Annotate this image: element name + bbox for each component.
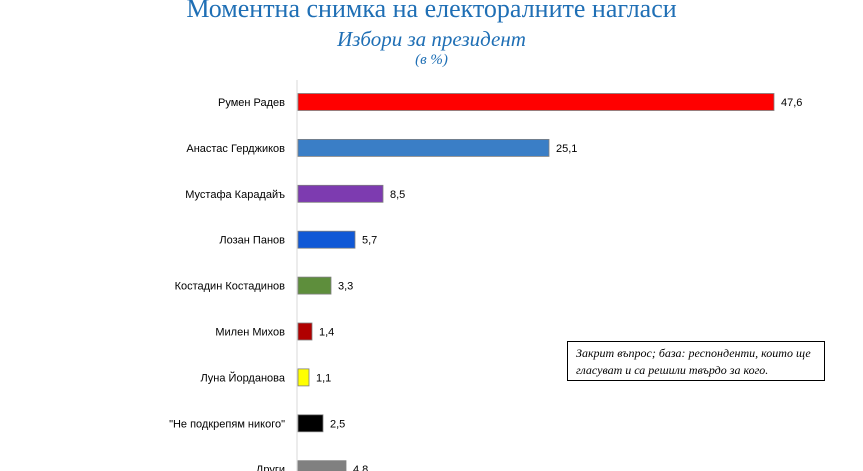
data-label: 3,3 xyxy=(338,281,353,293)
bar xyxy=(297,93,775,111)
category-label: Костадин Костадинов xyxy=(175,281,286,293)
category-label: "Не подкрепям никого" xyxy=(169,418,285,430)
data-label: 2,5 xyxy=(330,418,345,430)
data-label: 1,4 xyxy=(319,327,334,339)
bar xyxy=(297,138,550,157)
category-label: Румен Радев xyxy=(218,97,285,109)
bar xyxy=(297,184,384,203)
chart-title: Моментна снимка на електоралните нагласи xyxy=(186,0,677,23)
bar xyxy=(297,460,347,471)
category-label: Лозан Панов xyxy=(219,235,285,247)
bar xyxy=(297,368,310,387)
category-label: Други xyxy=(256,464,285,471)
data-label: 47,6 xyxy=(781,97,802,109)
data-label: 4,8 xyxy=(353,464,368,471)
category-label: Милен Михов xyxy=(215,327,285,339)
bar xyxy=(297,322,313,341)
data-label: 1,1 xyxy=(316,372,331,384)
chart-note: Закрит въпрос; база: респонденти, които … xyxy=(567,341,825,381)
category-label: Мустафа Карадайъ xyxy=(185,189,285,201)
data-label: 8,5 xyxy=(390,189,405,201)
bar xyxy=(297,414,324,433)
bar xyxy=(297,230,356,249)
chart-unit: (в %) xyxy=(415,52,448,68)
category-label: Анастас Герджиков xyxy=(186,143,285,155)
bar xyxy=(297,276,332,295)
data-label: 5,7 xyxy=(362,235,377,247)
data-label: 25,1 xyxy=(556,143,577,155)
chart-subtitle: Избори за президент xyxy=(337,27,526,51)
category-label: Луна Йорданова xyxy=(200,371,285,384)
